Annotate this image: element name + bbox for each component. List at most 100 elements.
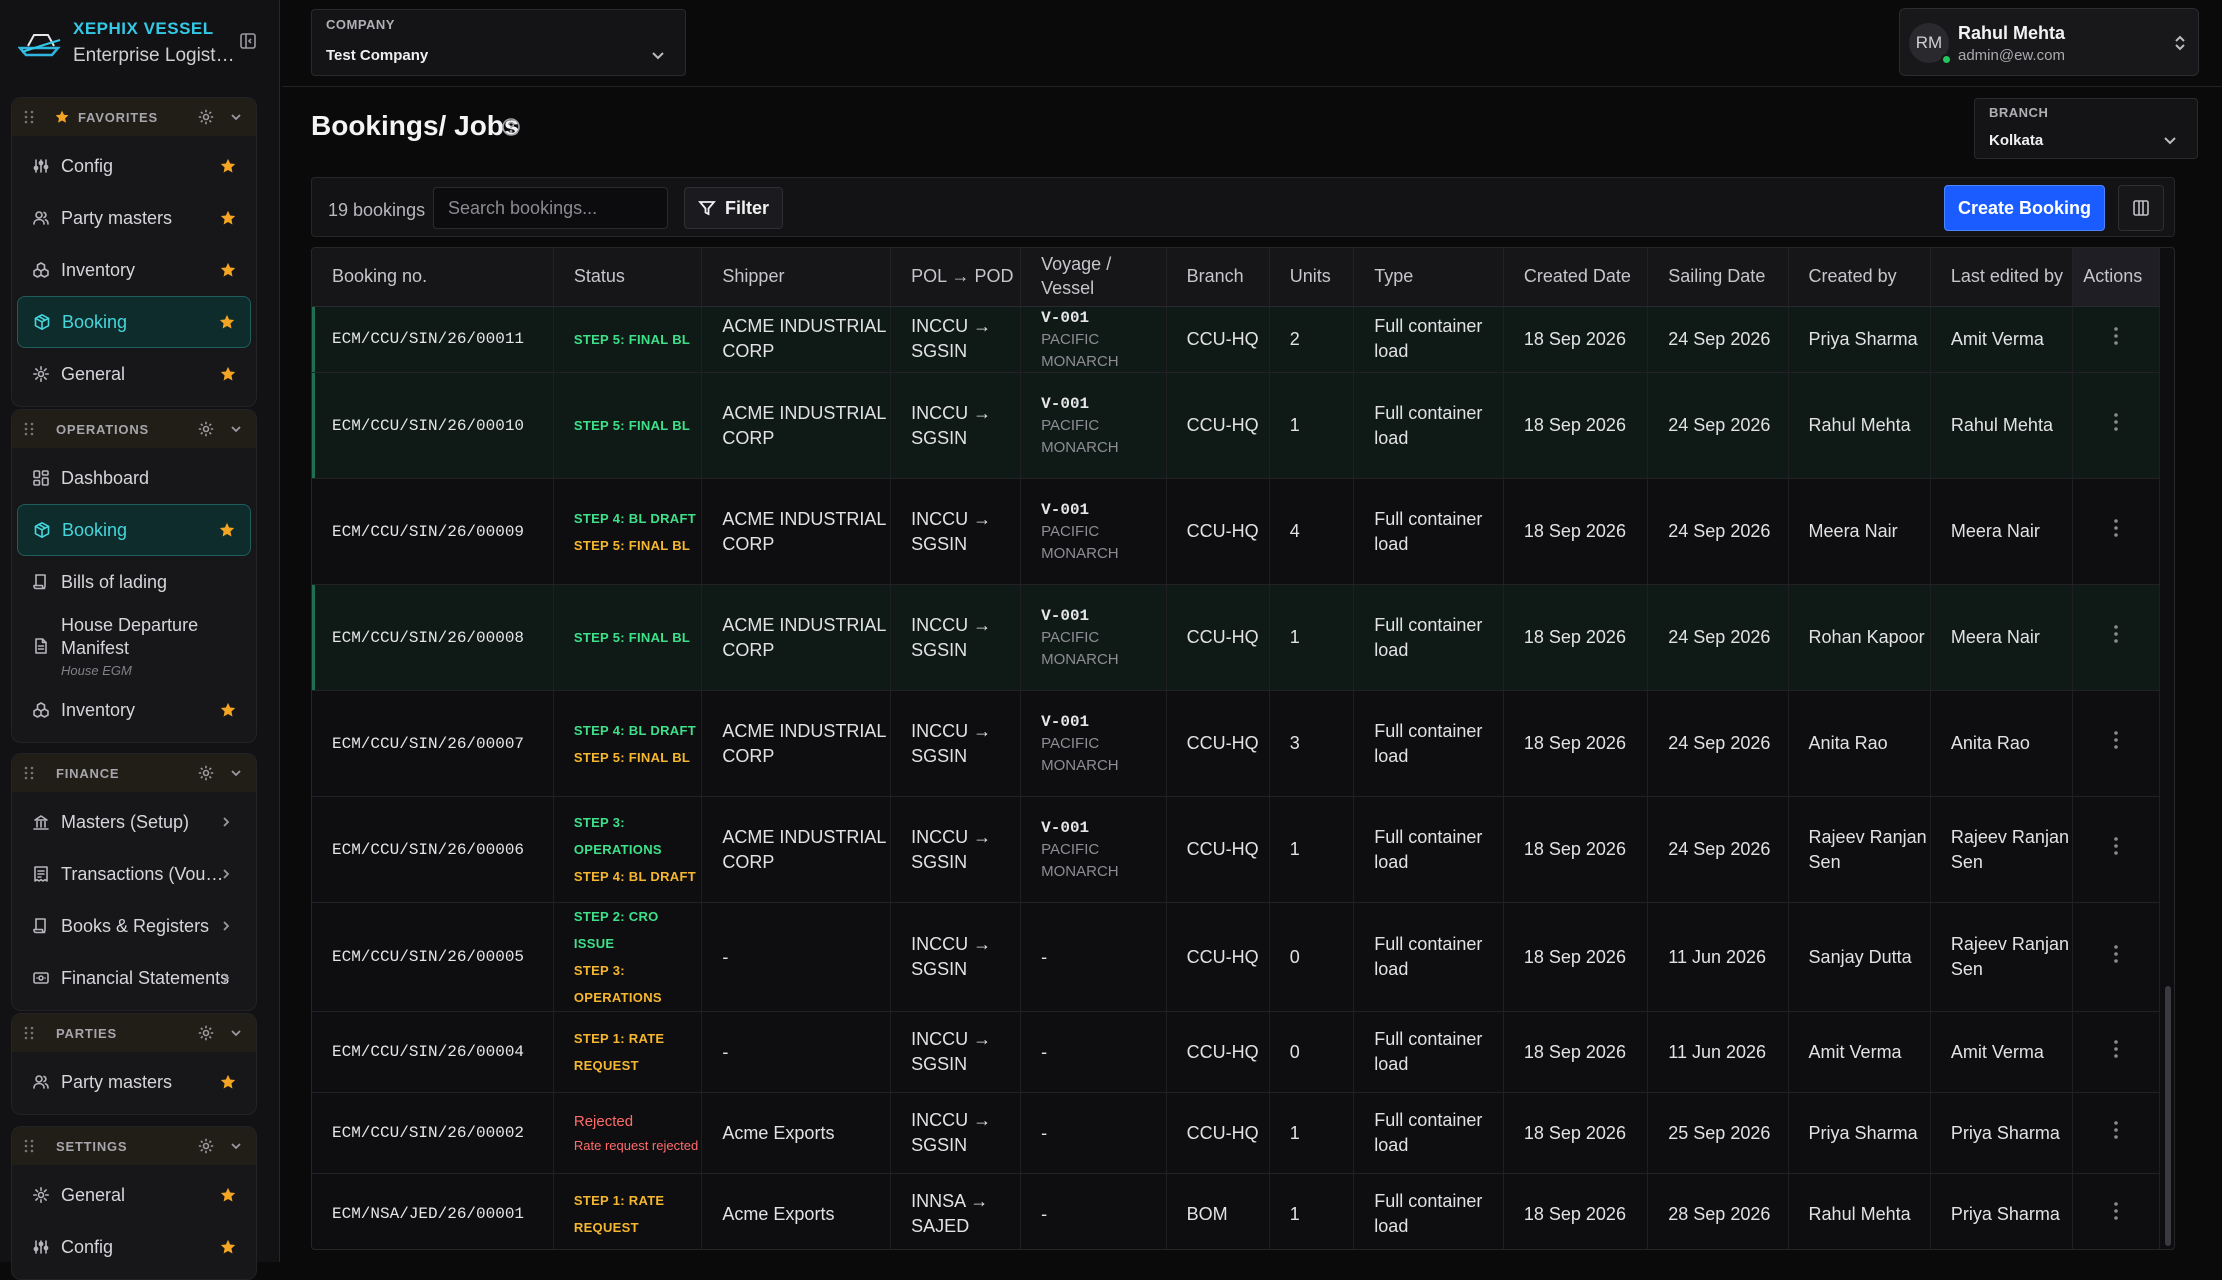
vertical-scrollbar[interactable] bbox=[2165, 306, 2171, 1246]
booking-number[interactable]: ECM/CCU/SIN/26/00011 bbox=[312, 306, 554, 374]
column-header[interactable]: POL → POD bbox=[890, 248, 1022, 307]
drag-handle-icon[interactable] bbox=[23, 1026, 35, 1040]
column-header[interactable]: Created by bbox=[1788, 248, 1931, 307]
row-actions-button[interactable] bbox=[2072, 1011, 2160, 1094]
table-row[interactable]: ECM/CCU/SIN/26/00007 STEP 4: BL DRAFT STEP… bbox=[312, 690, 2160, 798]
sidebar-item-party-masters[interactable]: Party masters bbox=[17, 1056, 251, 1108]
star-icon[interactable] bbox=[218, 313, 236, 331]
booking-number[interactable]: ECM/CCU/SIN/26/00006 bbox=[312, 796, 554, 904]
sidebar-item-booking[interactable]: Booking bbox=[17, 504, 251, 556]
chevron-down-icon[interactable] bbox=[229, 1026, 243, 1040]
row-actions-button[interactable] bbox=[2072, 478, 2160, 586]
chevron-down-icon[interactable] bbox=[229, 1139, 243, 1153]
column-header[interactable]: Actions bbox=[2072, 248, 2160, 307]
table-row[interactable]: ECM/CCU/SIN/26/00005 STEP 2: CRO ISSUE STE… bbox=[312, 902, 2160, 1013]
sidebar-item-inventory[interactable]: Inventory bbox=[17, 684, 251, 736]
sidebar-item-masters-setup[interactable]: Masters (Setup) bbox=[17, 796, 251, 848]
help-circle-icon[interactable] bbox=[501, 117, 521, 137]
brand[interactable]: XEPHIX VESSEL Enterprise Logistics bbox=[14, 14, 264, 80]
sidebar-item-party-masters[interactable]: Party masters bbox=[17, 192, 251, 244]
column-header[interactable]: Voyage / Vessel bbox=[1020, 248, 1167, 307]
sidebar-item-books-registers[interactable]: Books & Registers bbox=[17, 900, 251, 952]
gear-icon[interactable] bbox=[197, 764, 215, 782]
table-row[interactable]: ECM/CCU/SIN/26/00006 STEP 3: OPERATIONS ST… bbox=[312, 796, 2160, 904]
group-header-parties[interactable]: PARTIES bbox=[12, 1014, 256, 1052]
row-actions-button[interactable] bbox=[2072, 690, 2160, 798]
booking-number[interactable]: ECM/CCU/SIN/26/00002 bbox=[312, 1092, 554, 1175]
sidebar-item-inventory[interactable]: Inventory bbox=[17, 244, 251, 296]
star-icon[interactable] bbox=[219, 701, 237, 719]
sidebar-item-financial-statements[interactable]: Financial Statements bbox=[17, 952, 251, 1004]
star-icon[interactable] bbox=[219, 209, 237, 227]
column-header[interactable]: Status bbox=[553, 248, 703, 307]
chevron-down-icon[interactable] bbox=[229, 110, 243, 124]
table-row[interactable]: ECM/CCU/SIN/26/00009 STEP 4: BL DRAFT STEP… bbox=[312, 478, 2160, 586]
star-icon[interactable] bbox=[219, 157, 237, 175]
booking-number[interactable]: ECM/NSA/JED/26/00001 bbox=[312, 1173, 554, 1249]
drag-handle-icon[interactable] bbox=[23, 422, 35, 436]
sidebar-collapse-icon[interactable] bbox=[239, 32, 257, 50]
gear-icon[interactable] bbox=[197, 1137, 215, 1155]
column-header[interactable]: Shipper bbox=[701, 248, 892, 307]
drag-handle-icon[interactable] bbox=[23, 1139, 35, 1153]
chevron-down-icon[interactable] bbox=[229, 422, 243, 436]
star-icon[interactable] bbox=[218, 521, 236, 539]
booking-number[interactable]: ECM/CCU/SIN/26/00010 bbox=[312, 372, 554, 480]
drag-handle-icon[interactable] bbox=[23, 766, 35, 780]
row-actions-button[interactable] bbox=[2072, 1173, 2160, 1249]
chevron-down-icon[interactable] bbox=[229, 766, 243, 780]
gear-icon[interactable] bbox=[197, 420, 215, 438]
table-row[interactable]: ECM/CCU/SIN/26/00011 STEP 5: FINAL BL ACME… bbox=[312, 306, 2160, 374]
row-actions-button[interactable] bbox=[2072, 902, 2160, 1013]
group-header-favorites[interactable]: FAVORITES bbox=[12, 98, 256, 136]
column-header[interactable]: Branch bbox=[1166, 248, 1270, 307]
branch-select[interactable]: BRANCH Kolkata bbox=[1974, 98, 2198, 159]
group-header-operations[interactable]: OPERATIONS bbox=[12, 410, 256, 448]
star-icon[interactable] bbox=[219, 261, 237, 279]
filter-button[interactable]: Filter bbox=[684, 187, 783, 229]
column-header[interactable]: Sailing Date bbox=[1647, 248, 1789, 307]
create-booking-button[interactable]: Create Booking bbox=[1944, 185, 2105, 231]
gear-icon[interactable] bbox=[197, 1024, 215, 1042]
scrollbar-thumb[interactable] bbox=[2165, 986, 2171, 1246]
search-input[interactable] bbox=[433, 187, 668, 229]
row-actions-button[interactable] bbox=[2072, 306, 2160, 374]
column-header[interactable]: Units bbox=[1269, 248, 1355, 307]
sidebar-item-house-departure-manifest[interactable]: House Departure Manifest House EGM bbox=[17, 608, 251, 684]
row-actions-button[interactable] bbox=[2072, 796, 2160, 904]
row-actions-button[interactable] bbox=[2072, 1092, 2160, 1175]
column-settings-button[interactable] bbox=[2118, 185, 2164, 231]
gear-icon[interactable] bbox=[197, 108, 215, 126]
sidebar-item-general[interactable]: General bbox=[17, 348, 251, 400]
booking-number[interactable]: ECM/CCU/SIN/26/00007 bbox=[312, 690, 554, 798]
sidebar-item-bills-of-lading[interactable]: Bills of lading bbox=[17, 556, 251, 608]
column-header[interactable]: Type bbox=[1353, 248, 1504, 307]
sidebar-item-dashboard[interactable]: Dashboard bbox=[17, 452, 251, 504]
booking-number[interactable]: ECM/CCU/SIN/26/00005 bbox=[312, 902, 554, 1013]
group-header-finance[interactable]: FINANCE bbox=[12, 754, 256, 792]
sidebar-item-config[interactable]: Config bbox=[17, 1221, 251, 1273]
star-icon[interactable] bbox=[219, 1073, 237, 1091]
row-actions-button[interactable] bbox=[2072, 372, 2160, 480]
star-icon[interactable] bbox=[219, 1186, 237, 1204]
sidebar-item-booking[interactable]: Booking bbox=[17, 296, 251, 348]
sidebar-item-transactions-vouchers[interactable]: Transactions (Vouchers) bbox=[17, 848, 251, 900]
drag-handle-icon[interactable] bbox=[23, 110, 35, 124]
table-row[interactable]: ECM/CCU/SIN/26/00008 STEP 5: FINAL BL ACME… bbox=[312, 584, 2160, 692]
star-icon[interactable] bbox=[219, 1238, 237, 1256]
star-icon[interactable] bbox=[219, 365, 237, 383]
user-menu[interactable]: RM Rahul Mehta admin@ew.com bbox=[1899, 8, 2199, 76]
table-row[interactable]: ECM/CCU/SIN/26/00002 Rejected Rate request… bbox=[312, 1092, 2160, 1175]
row-actions-button[interactable] bbox=[2072, 584, 2160, 692]
booking-number[interactable]: ECM/CCU/SIN/26/00008 bbox=[312, 584, 554, 692]
column-header[interactable]: Booking no. bbox=[312, 248, 554, 307]
column-header[interactable]: Created Date bbox=[1503, 248, 1649, 307]
table-row[interactable]: ECM/CCU/SIN/26/00010 STEP 5: FINAL BL ACME… bbox=[312, 372, 2160, 480]
group-header-settings[interactable]: SETTINGS bbox=[12, 1127, 256, 1165]
sidebar-item-general[interactable]: General bbox=[17, 1169, 251, 1221]
table-row[interactable]: ECM/CCU/SIN/26/00004 STEP 1: RATE REQUEST… bbox=[312, 1011, 2160, 1094]
table-row[interactable]: ECM/NSA/JED/26/00001 STEP 1: RATE REQUEST… bbox=[312, 1173, 2160, 1249]
company-select[interactable]: COMPANY Test Company bbox=[311, 9, 686, 76]
column-header[interactable]: Last edited by bbox=[1930, 248, 2074, 307]
sidebar-item-config[interactable]: Config bbox=[17, 140, 251, 192]
